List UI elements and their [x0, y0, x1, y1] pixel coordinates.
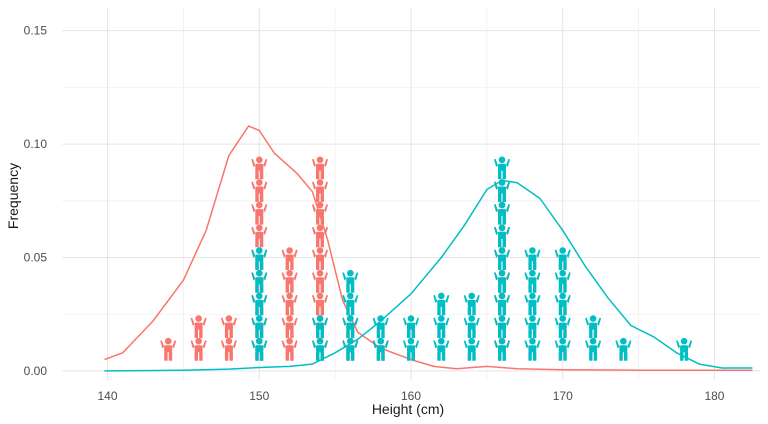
person-icon	[494, 201, 510, 225]
person-icon	[342, 292, 359, 316]
person-icon	[312, 315, 328, 339]
person-icon	[190, 337, 207, 361]
person-icon	[251, 201, 268, 225]
person-icon	[312, 224, 328, 248]
person-icon	[251, 179, 268, 202]
person-icon	[281, 247, 298, 270]
density-curve-0	[104, 125, 753, 371]
person-icon	[312, 247, 328, 270]
person-icon	[251, 156, 268, 180]
person-icon	[281, 337, 298, 361]
person-icon	[554, 269, 571, 293]
person-icon	[281, 315, 298, 339]
x-tick-label: 180	[704, 389, 724, 403]
person-icon	[251, 269, 268, 293]
y-tick-label: 0.10	[24, 137, 48, 151]
person-icon	[676, 337, 693, 361]
density-curves	[104, 125, 753, 372]
person-icon	[190, 315, 207, 339]
x-tick-label: 160	[401, 389, 421, 403]
person-icon	[494, 269, 510, 293]
person-icon	[251, 292, 268, 316]
x-tick-label: 140	[98, 389, 118, 403]
person-icon	[372, 337, 389, 361]
person-icon	[251, 224, 268, 248]
person-icon	[433, 337, 450, 361]
person-icon	[251, 315, 268, 339]
person-icon	[494, 247, 510, 270]
person-icon	[160, 337, 177, 361]
person-icon	[494, 224, 510, 248]
density-curve-1	[104, 179, 753, 372]
person-icon	[554, 337, 571, 361]
person-icon	[251, 337, 268, 361]
person-icon	[554, 315, 571, 339]
person-icon	[312, 269, 328, 293]
y-tick-label: 0.00	[24, 364, 48, 378]
person-icon	[524, 315, 541, 339]
person-icon	[554, 292, 571, 316]
person-icon	[554, 247, 571, 270]
person-icon	[403, 337, 419, 361]
person-icon	[524, 337, 541, 361]
x-tick-label: 170	[553, 389, 573, 403]
person-icon	[342, 337, 359, 361]
person-icon	[312, 201, 328, 225]
person-icon	[494, 156, 510, 180]
person-icon	[403, 315, 419, 339]
person-icon	[342, 269, 359, 293]
person-icon	[433, 292, 450, 316]
person-icon	[494, 292, 510, 316]
tick-labels: 140 150 160 170 180 0.00 0.05 0.10 0.15	[24, 24, 725, 403]
person-icon	[312, 292, 328, 316]
person-icon	[220, 315, 237, 339]
person-icon	[524, 247, 541, 270]
person-icons	[160, 156, 693, 361]
person-icon	[494, 179, 510, 202]
person-icon	[251, 247, 268, 270]
person-icon	[585, 315, 602, 339]
person-icon	[342, 315, 359, 339]
person-icon	[312, 156, 328, 180]
person-icon	[312, 337, 328, 361]
person-icon	[433, 315, 450, 339]
person-icon	[372, 315, 389, 339]
y-tick-label: 0.05	[24, 251, 48, 265]
person-icon	[220, 337, 237, 361]
x-axis-title: Height (cm)	[372, 401, 444, 417]
person-icon	[524, 292, 541, 316]
y-axis-title: Frequency	[5, 163, 21, 229]
person-icon	[463, 292, 480, 316]
x-tick-label: 150	[249, 389, 269, 403]
person-icon	[281, 292, 298, 316]
person-icon	[463, 315, 480, 339]
person-icon	[615, 337, 632, 361]
person-icon	[494, 337, 510, 361]
person-icon	[524, 269, 541, 293]
person-icon	[585, 337, 602, 361]
person-icon	[463, 337, 480, 361]
person-icon	[312, 179, 328, 202]
person-icon	[494, 315, 510, 339]
y-tick-label: 0.15	[24, 24, 48, 38]
person-icon	[281, 269, 298, 293]
